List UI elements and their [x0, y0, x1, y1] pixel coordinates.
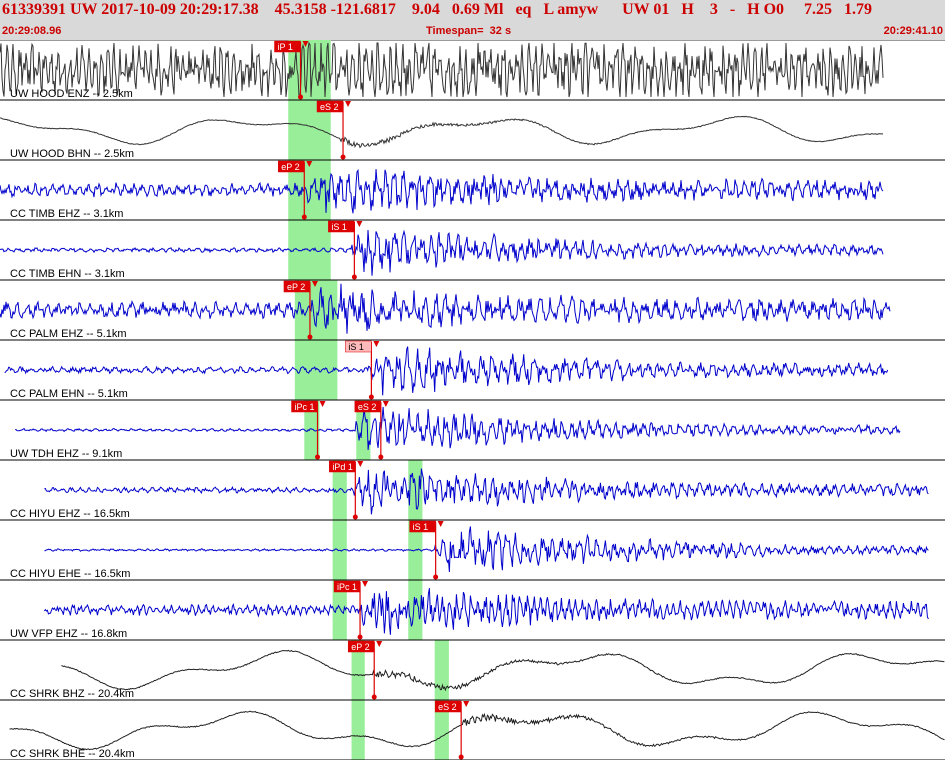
pick-marker-icon [302, 41, 309, 47]
phase-pick-box[interactable] [291, 400, 318, 413]
pick-end-dot-icon [357, 634, 363, 640]
phase-pick-label[interactable]: eP 2 [281, 162, 299, 172]
seismogram-panel[interactable]: UW HOOD ENZ -- 2.5km iP 1 UW HOOD BHN -- 2… [0, 40, 945, 760]
phase-pick-box[interactable] [345, 340, 372, 353]
station-label: CC HIYU EHE -- 16.5km [10, 568, 130, 580]
event-summary: 61339391 UW 2017-10-09 20:29:17.38 45.31… [2, 1, 873, 18]
phase-window-highlight [332, 460, 347, 520]
waveform-trace [44, 588, 929, 635]
phase-pick-label[interactable]: iPc 1 [337, 582, 357, 592]
pick-marker-icon [311, 281, 318, 287]
phase-window-highlight [434, 700, 449, 760]
pick-marker-icon [373, 341, 380, 347]
phase-window-highlight [351, 640, 365, 700]
phase-window-highlight [356, 400, 371, 460]
phase-pick-label[interactable]: eP 2 [351, 642, 369, 652]
phase-pick-box[interactable] [278, 160, 305, 173]
pick-marker-icon [345, 101, 352, 107]
phase-window-highlight [351, 700, 365, 760]
phase-pick-label[interactable]: iPd 1 [332, 462, 353, 472]
phase-pick-label[interactable]: iP 1 [278, 42, 293, 52]
phase-pick-box[interactable] [354, 400, 382, 413]
phase-pick-box[interactable] [283, 280, 311, 293]
pick-end-dot-icon [315, 454, 321, 460]
phase-pick-box[interactable] [333, 580, 361, 593]
waveform-trace [0, 41, 884, 98]
phase-pick-box[interactable] [328, 220, 355, 233]
end-time: 20:29:41.10 [883, 25, 943, 37]
phase-pick-box[interactable] [434, 700, 462, 713]
waveform-trace [0, 168, 884, 214]
waveform-trace [0, 229, 884, 276]
station-label: UW HOOD BHN -- 2.5km [10, 148, 134, 160]
waveform-trace [0, 283, 891, 334]
waveform-trace [0, 115, 884, 149]
pick-end-dot-icon [352, 514, 358, 520]
phase-pick-label[interactable]: iS 1 [348, 342, 364, 352]
station-label: UW VFP EHZ -- 16.8km [10, 628, 127, 640]
pick-marker-icon [437, 521, 444, 527]
phase-window-highlight [294, 340, 338, 400]
phase-pick-label[interactable]: iS 1 [413, 522, 429, 532]
station-label: CC HIYU EHZ -- 16.5km [10, 508, 130, 520]
waveform-trace [61, 649, 945, 692]
phase-pick-label[interactable]: eS 2 [320, 102, 339, 112]
waveform-trace [44, 526, 929, 572]
pick-marker-icon [306, 161, 313, 167]
station-label: CC SHRK BHZ -- 20.4km [10, 688, 134, 700]
pick-marker-icon [382, 401, 389, 407]
station-label: CC PALM EHN -- 5.1km [10, 388, 128, 400]
pick-end-dot-icon [433, 574, 439, 580]
pick-marker-icon [463, 701, 470, 707]
station-label: CC TIMB EHZ -- 3.1km [10, 208, 123, 220]
phase-pick-label[interactable]: eP 2 [287, 282, 305, 292]
pick-end-dot-icon [378, 454, 384, 460]
pick-end-dot-icon [298, 94, 304, 100]
pick-end-dot-icon [307, 334, 313, 340]
pick-marker-icon [319, 401, 326, 407]
phase-pick-label[interactable]: eS 2 [438, 702, 457, 712]
phase-pick-label[interactable]: eS 2 [358, 402, 377, 412]
pick-end-dot-icon [368, 394, 374, 400]
pick-end-dot-icon [301, 214, 307, 220]
waveform-trace [4, 346, 889, 396]
phase-window-highlight [434, 640, 449, 700]
phase-window-highlight [304, 400, 320, 460]
waveform-trace [9, 710, 945, 751]
pick-marker-icon [356, 221, 363, 227]
pick-marker-icon [362, 581, 369, 587]
station-label: CC TIMB EHN -- 3.1km [10, 268, 125, 280]
pick-end-dot-icon [351, 274, 357, 280]
phase-window-highlight [332, 580, 347, 640]
event-header: 61339391 UW 2017-10-09 20:29:17.38 45.31… [0, 0, 945, 41]
pick-end-dot-icon [458, 754, 464, 760]
phase-pick-box[interactable] [316, 100, 344, 113]
pick-end-dot-icon [371, 694, 377, 700]
pick-marker-icon [357, 461, 364, 467]
start-time: 20:29:08.96 [2, 25, 62, 37]
phase-pick-box[interactable] [409, 520, 436, 533]
phase-pick-label[interactable]: iS 1 [331, 222, 347, 232]
phase-pick-box[interactable] [274, 40, 301, 53]
station-label: UW TDH EHZ -- 9.1km [10, 448, 122, 460]
pick-marker-icon [376, 641, 383, 647]
phase-pick-box[interactable] [329, 460, 356, 473]
station-label: CC PALM EHZ -- 5.1km [10, 328, 127, 340]
waveform-trace [44, 468, 929, 515]
waveform-trace [15, 406, 901, 450]
phase-pick-label[interactable]: iPc 1 [295, 402, 315, 412]
station-label: CC SHRK BHE -- 20.4km [10, 748, 135, 760]
phase-pick-box[interactable] [347, 640, 375, 653]
pick-end-dot-icon [340, 154, 346, 160]
timespan: Timespan= 32 s [426, 25, 512, 37]
station-label: UW HOOD ENZ -- 2.5km [10, 88, 133, 100]
